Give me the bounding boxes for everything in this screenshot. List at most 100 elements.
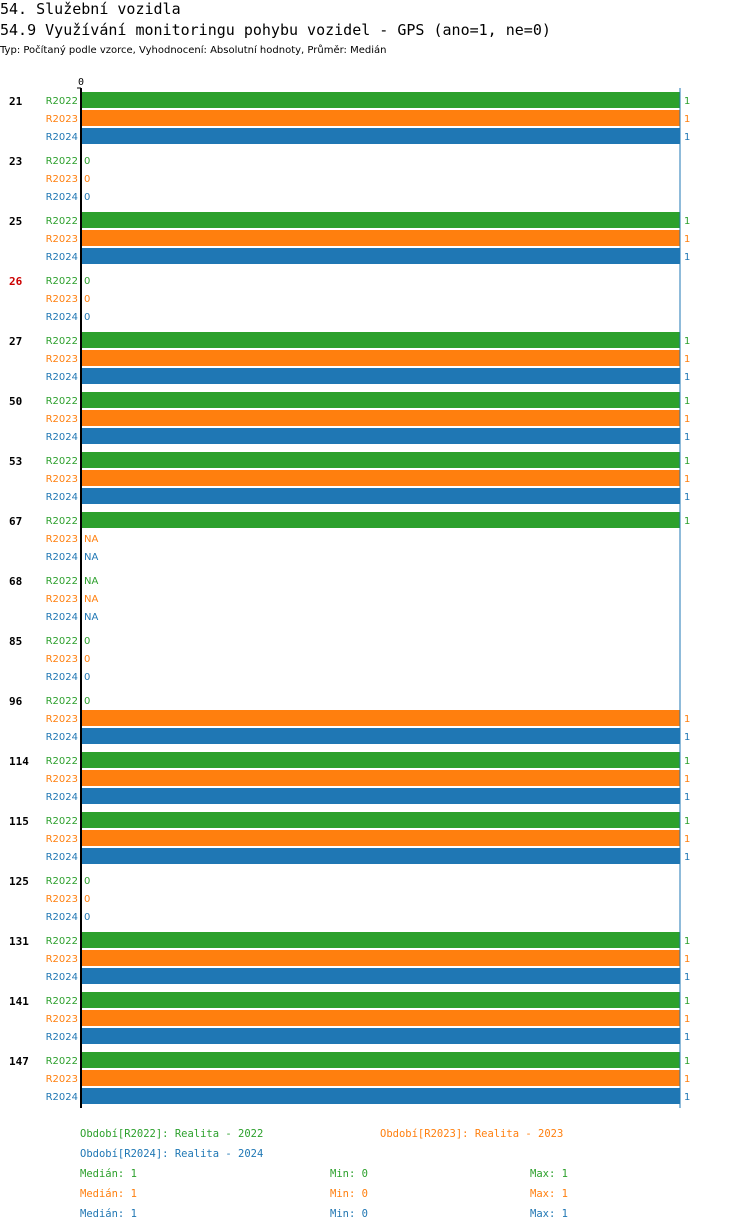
data-label: 1: [684, 414, 690, 425]
data-label: 1: [684, 774, 690, 785]
chart-title: 54.9 Využívání monitoringu pohybu vozide…: [0, 21, 551, 39]
legend-period-r2024: Období[R2024]: Realita - 2024: [80, 1148, 264, 1160]
data-label: 1: [684, 216, 690, 227]
series-label: R2023: [46, 474, 78, 485]
chart-info: Typ: Počítaný podle vzorce, Vyhodnocení:…: [0, 45, 387, 56]
data-label: 1: [684, 936, 690, 947]
data-label: 1: [684, 1056, 690, 1067]
bar: [81, 350, 680, 366]
stat-median-r2022: Medián: 1: [80, 1168, 137, 1180]
series-label: R2023: [46, 654, 78, 665]
category-label: 131: [9, 935, 29, 948]
stat-min-r2024: Min: 0: [330, 1208, 368, 1220]
data-label: 1: [684, 1014, 690, 1025]
bar: [81, 788, 680, 804]
bar: [81, 428, 680, 444]
series-label: R2022: [46, 276, 78, 287]
series-label: R2024: [46, 672, 78, 683]
category-label: 67: [9, 515, 22, 528]
data-label: 0: [84, 276, 90, 287]
data-label: 0: [84, 894, 90, 905]
bar: [81, 128, 680, 144]
category-label: 114: [9, 755, 29, 768]
category-label: 125: [9, 875, 29, 888]
category-label: 115: [9, 815, 29, 828]
stat-max-r2022: Max: 1: [530, 1168, 568, 1180]
legend-period-r2022: Období[R2022]: Realita - 2022: [80, 1128, 264, 1140]
series-label: R2024: [46, 972, 78, 983]
series-label: R2024: [46, 192, 78, 203]
series-label: R2023: [46, 114, 78, 125]
bar: [81, 212, 680, 228]
bar: [81, 1052, 680, 1068]
bar: [81, 932, 680, 948]
bar: [81, 452, 680, 468]
series-label: R2022: [46, 516, 78, 527]
series-label: R2024: [46, 912, 78, 923]
data-label: 1: [684, 396, 690, 407]
stat-max-r2023: Max: 1: [530, 1188, 568, 1200]
series-label: R2022: [46, 336, 78, 347]
series-label: R2022: [46, 156, 78, 167]
category-label: 96: [9, 695, 23, 708]
data-label: 1: [684, 816, 690, 827]
series-label: R2022: [46, 456, 78, 467]
bar: [81, 410, 680, 426]
data-label: 1: [684, 432, 690, 443]
series-label: R2024: [46, 552, 78, 563]
bar: [81, 470, 680, 486]
data-label: 0: [84, 294, 90, 305]
data-label: 0: [84, 912, 90, 923]
category-label: 53: [9, 455, 22, 468]
data-label: 1: [684, 756, 690, 767]
category-label: 26: [9, 275, 23, 288]
series-label: R2022: [46, 876, 78, 887]
bar: [81, 1088, 680, 1104]
data-label: 0: [84, 654, 90, 665]
data-label: 1: [684, 714, 690, 725]
bar: [81, 728, 680, 744]
series-label: R2024: [46, 792, 78, 803]
series-label: R2023: [46, 534, 78, 545]
data-label: 1: [684, 1074, 690, 1085]
bar: [81, 368, 680, 384]
data-label: 1: [684, 834, 690, 845]
data-label: NA: [84, 594, 98, 605]
category-label: 25: [9, 215, 22, 228]
bar: [81, 92, 680, 108]
data-label: 0: [84, 156, 90, 167]
bar: [81, 1070, 680, 1086]
data-label: 0: [84, 696, 90, 707]
data-label: NA: [84, 612, 98, 623]
series-label: R2024: [46, 432, 78, 443]
data-label: 1: [684, 516, 690, 527]
data-label: 1: [684, 96, 690, 107]
stat-max-r2024: Max: 1: [530, 1208, 568, 1220]
bar: [81, 848, 680, 864]
data-label: 1: [684, 336, 690, 347]
bar: [81, 752, 680, 768]
series-label: R2022: [46, 996, 78, 1007]
x-tick-label: 0: [78, 77, 84, 88]
series-label: R2023: [46, 1014, 78, 1025]
category-label: 23: [9, 155, 22, 168]
data-label: 1: [684, 252, 690, 263]
series-label: R2024: [46, 852, 78, 863]
series-label: R2024: [46, 492, 78, 503]
bar: [81, 392, 680, 408]
bar: [81, 512, 680, 528]
data-label: 1: [684, 354, 690, 365]
stat-min-r2022: Min: 0: [330, 1168, 368, 1180]
series-label: R2024: [46, 732, 78, 743]
data-label: NA: [84, 576, 98, 587]
bar: [81, 812, 680, 828]
data-label: NA: [84, 552, 98, 563]
category-label: 68: [9, 575, 22, 588]
series-label: R2022: [46, 636, 78, 647]
series-label: R2023: [46, 234, 78, 245]
series-label: R2023: [46, 174, 78, 185]
data-label: 1: [684, 372, 690, 383]
data-label: 1: [684, 132, 690, 143]
data-label: 1: [684, 972, 690, 983]
series-label: R2022: [46, 696, 78, 707]
